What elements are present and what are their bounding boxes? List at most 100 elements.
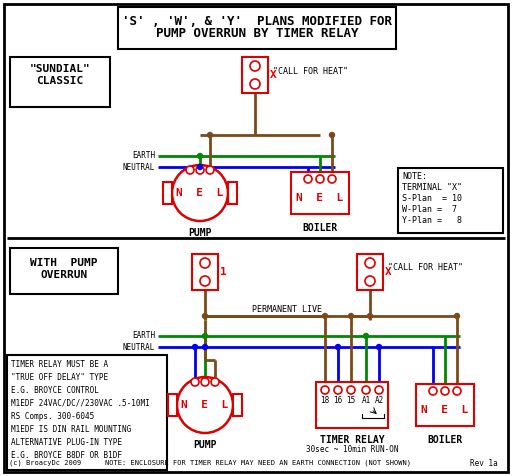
Text: N  E  L: N E L: [176, 188, 224, 198]
Circle shape: [376, 345, 381, 349]
Text: 'S' , 'W', & 'Y'  PLANS MODIFIED FOR: 'S' , 'W', & 'Y' PLANS MODIFIED FOR: [122, 15, 392, 28]
Circle shape: [211, 378, 219, 386]
Bar: [316, 382, 388, 428]
Bar: [10, 57, 110, 107]
Bar: [192, 254, 218, 290]
Bar: [10, 248, 118, 294]
Text: (c) BroacyDc 2009: (c) BroacyDc 2009: [9, 459, 81, 466]
Circle shape: [203, 345, 207, 349]
Circle shape: [453, 387, 461, 395]
Circle shape: [323, 314, 328, 318]
Text: PUMP: PUMP: [193, 440, 217, 450]
Circle shape: [201, 378, 209, 386]
Bar: [291, 172, 349, 214]
Text: Rev 1a: Rev 1a: [470, 459, 498, 468]
Text: WITH  PUMP
OVERRUN: WITH PUMP OVERRUN: [30, 258, 98, 279]
Text: 30sec ~ 10min RUN-ON: 30sec ~ 10min RUN-ON: [306, 445, 398, 454]
Text: TIMER RELAY: TIMER RELAY: [319, 435, 385, 445]
Circle shape: [455, 314, 459, 318]
Circle shape: [200, 258, 210, 268]
Text: A1: A1: [361, 396, 371, 405]
Circle shape: [362, 386, 370, 394]
Text: NOTE: ENCLOSURE FOR TIMER RELAY MAY NEED AN EARTH CONNECTION (NOT SHOWN): NOTE: ENCLOSURE FOR TIMER RELAY MAY NEED…: [105, 459, 411, 466]
Circle shape: [196, 166, 204, 174]
Circle shape: [441, 387, 449, 395]
Text: BOILER: BOILER: [428, 435, 463, 445]
Circle shape: [316, 175, 324, 183]
Text: X: X: [270, 70, 277, 80]
Text: 16: 16: [333, 396, 343, 405]
Text: A2: A2: [374, 396, 383, 405]
Circle shape: [193, 345, 198, 349]
Circle shape: [200, 276, 210, 286]
Text: E.G. BROYCE B8DF OR B1DF: E.G. BROYCE B8DF OR B1DF: [11, 451, 122, 460]
Circle shape: [203, 334, 207, 338]
Text: M1EDF IS DIN RAIL MOUNTING: M1EDF IS DIN RAIL MOUNTING: [11, 425, 131, 434]
Text: N  E  L: N E L: [421, 405, 468, 415]
Text: "CALL FOR HEAT": "CALL FOR HEAT": [273, 67, 348, 76]
Text: NEUTRAL: NEUTRAL: [123, 343, 155, 351]
Text: "TRUE OFF DELAY" TYPE: "TRUE OFF DELAY" TYPE: [11, 373, 108, 382]
Circle shape: [328, 175, 336, 183]
Circle shape: [206, 166, 214, 174]
Bar: [357, 254, 383, 290]
Text: EARTH: EARTH: [132, 151, 155, 160]
Text: 1: 1: [220, 267, 227, 277]
Text: N  E  L: N E L: [181, 400, 229, 410]
Bar: [228, 182, 237, 204]
Bar: [7, 355, 167, 470]
Text: Y-Plan =   8: Y-Plan = 8: [402, 216, 462, 225]
Text: NEUTRAL: NEUTRAL: [123, 162, 155, 171]
Circle shape: [207, 132, 212, 138]
Circle shape: [304, 175, 312, 183]
Circle shape: [364, 334, 369, 338]
Circle shape: [335, 345, 340, 349]
Circle shape: [429, 387, 437, 395]
Text: "SUNDIAL"
CLASSIC: "SUNDIAL" CLASSIC: [30, 64, 91, 86]
Circle shape: [365, 276, 375, 286]
Circle shape: [330, 132, 334, 138]
Bar: [398, 168, 503, 233]
Circle shape: [365, 258, 375, 268]
Text: W-Plan =  7: W-Plan = 7: [402, 205, 457, 214]
Text: RS Comps. 300-6045: RS Comps. 300-6045: [11, 412, 94, 421]
Circle shape: [198, 153, 203, 159]
Bar: [118, 7, 396, 49]
Text: S-Plan  = 10: S-Plan = 10: [402, 194, 462, 203]
Circle shape: [203, 314, 207, 318]
Text: N  E  L: N E L: [296, 193, 344, 203]
Text: TIMER RELAY MUST BE A: TIMER RELAY MUST BE A: [11, 360, 108, 369]
Text: 15: 15: [347, 396, 356, 405]
Text: NOTE:: NOTE:: [402, 172, 427, 181]
Circle shape: [250, 79, 260, 89]
Bar: [242, 57, 268, 93]
Text: TERMINAL "X": TERMINAL "X": [402, 183, 462, 192]
Circle shape: [250, 61, 260, 71]
Circle shape: [375, 386, 383, 394]
Text: EARTH: EARTH: [132, 331, 155, 340]
Bar: [233, 394, 242, 416]
Text: BOILER: BOILER: [303, 223, 337, 233]
Bar: [163, 182, 172, 204]
Text: PUMP: PUMP: [188, 228, 212, 238]
Bar: [168, 394, 177, 416]
Circle shape: [198, 165, 203, 169]
Circle shape: [172, 165, 228, 221]
Circle shape: [334, 386, 342, 394]
Text: X: X: [385, 267, 392, 277]
Text: ALTERNATIVE PLUG-IN TYPE: ALTERNATIVE PLUG-IN TYPE: [11, 438, 122, 447]
Circle shape: [177, 377, 233, 433]
Bar: [416, 384, 474, 426]
Circle shape: [186, 166, 194, 174]
Circle shape: [349, 314, 353, 318]
Text: 18: 18: [321, 396, 330, 405]
Text: E.G. BROYCE CONTROL: E.G. BROYCE CONTROL: [11, 386, 99, 395]
Text: M1EDF 24VAC/DC//230VAC .5-10MI: M1EDF 24VAC/DC//230VAC .5-10MI: [11, 399, 150, 408]
Text: PUMP OVERRUN BY TIMER RELAY: PUMP OVERRUN BY TIMER RELAY: [156, 27, 358, 40]
Text: "CALL FOR HEAT": "CALL FOR HEAT": [388, 264, 463, 272]
Circle shape: [191, 378, 199, 386]
Circle shape: [368, 314, 373, 318]
Text: PERMANENT LIVE: PERMANENT LIVE: [252, 306, 322, 315]
Circle shape: [347, 386, 355, 394]
Circle shape: [321, 386, 329, 394]
